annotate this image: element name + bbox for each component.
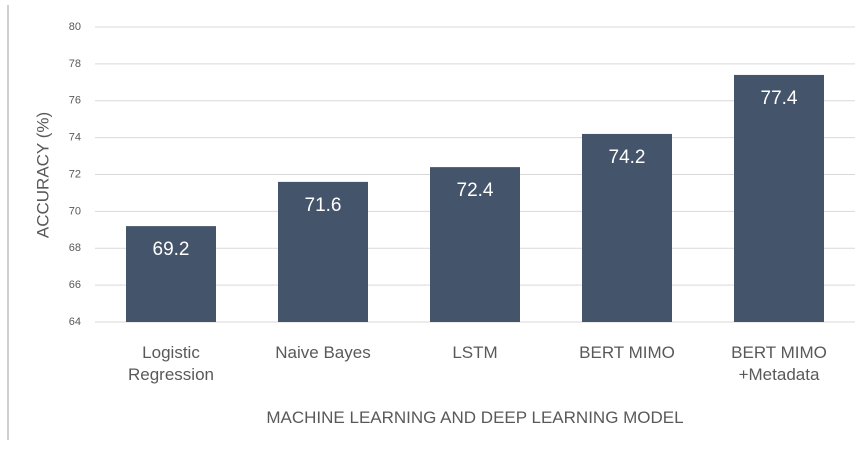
x-tick-label: Naive Bayes bbox=[275, 343, 371, 362]
bar bbox=[278, 181, 368, 322]
bar bbox=[582, 133, 672, 322]
x-tick-label: Logistic Regression bbox=[128, 343, 214, 384]
bar bbox=[734, 74, 824, 322]
x-tick-label: BERT MIMO +Metadata bbox=[731, 343, 827, 384]
y-tick-label: 66 bbox=[69, 279, 81, 291]
x-tick-label: LSTM bbox=[452, 343, 498, 362]
y-tick-label: 78 bbox=[69, 58, 81, 70]
data-label: 74.2 bbox=[609, 147, 646, 168]
y-tick-label: 76 bbox=[69, 95, 81, 107]
y-tick-label: 72 bbox=[69, 168, 81, 180]
bar bbox=[430, 167, 520, 322]
y-tick-label: 68 bbox=[69, 242, 81, 254]
y-tick-label: 74 bbox=[69, 132, 81, 144]
x-axis-title: MACHINE LEARNING AND DEEP LEARNING MODEL bbox=[266, 408, 684, 427]
bar bbox=[126, 226, 216, 322]
y-axis-title: ACCURACY (%) bbox=[33, 112, 52, 238]
y-tick-label: 70 bbox=[69, 205, 81, 217]
data-label: 77.4 bbox=[761, 88, 798, 109]
x-tick-label: BERT MIMO bbox=[579, 343, 675, 362]
data-label: 69.2 bbox=[153, 239, 190, 260]
y-tick-label: 80 bbox=[69, 21, 81, 33]
y-tick-label: 64 bbox=[69, 316, 81, 328]
data-label: 71.6 bbox=[305, 195, 342, 216]
data-label: 72.4 bbox=[457, 180, 494, 201]
